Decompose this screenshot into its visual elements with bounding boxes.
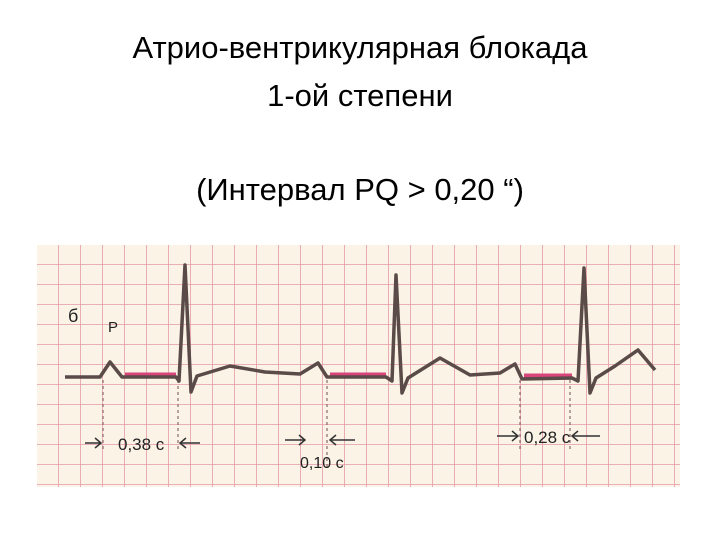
- interval-label: 0,10 с: [300, 455, 344, 472]
- ecg-trace: [65, 263, 657, 395]
- interval-label: 0,28 с: [524, 428, 571, 447]
- interval-arrows: [85, 430, 600, 449]
- ecg-grid: [37, 245, 680, 487]
- wave-label: P: [108, 319, 118, 336]
- title-line: 1-ой степени: [267, 78, 453, 113]
- interval-label: 0,38 с: [118, 435, 165, 454]
- subtitle: (Интервал PQ > 0,20 “): [196, 172, 524, 207]
- title-line: Атрио-вентрикулярная блокада: [132, 30, 588, 65]
- panel-label: б: [68, 306, 78, 326]
- pr-segments: [125, 372, 572, 379]
- interval-guides: [102, 380, 571, 470]
